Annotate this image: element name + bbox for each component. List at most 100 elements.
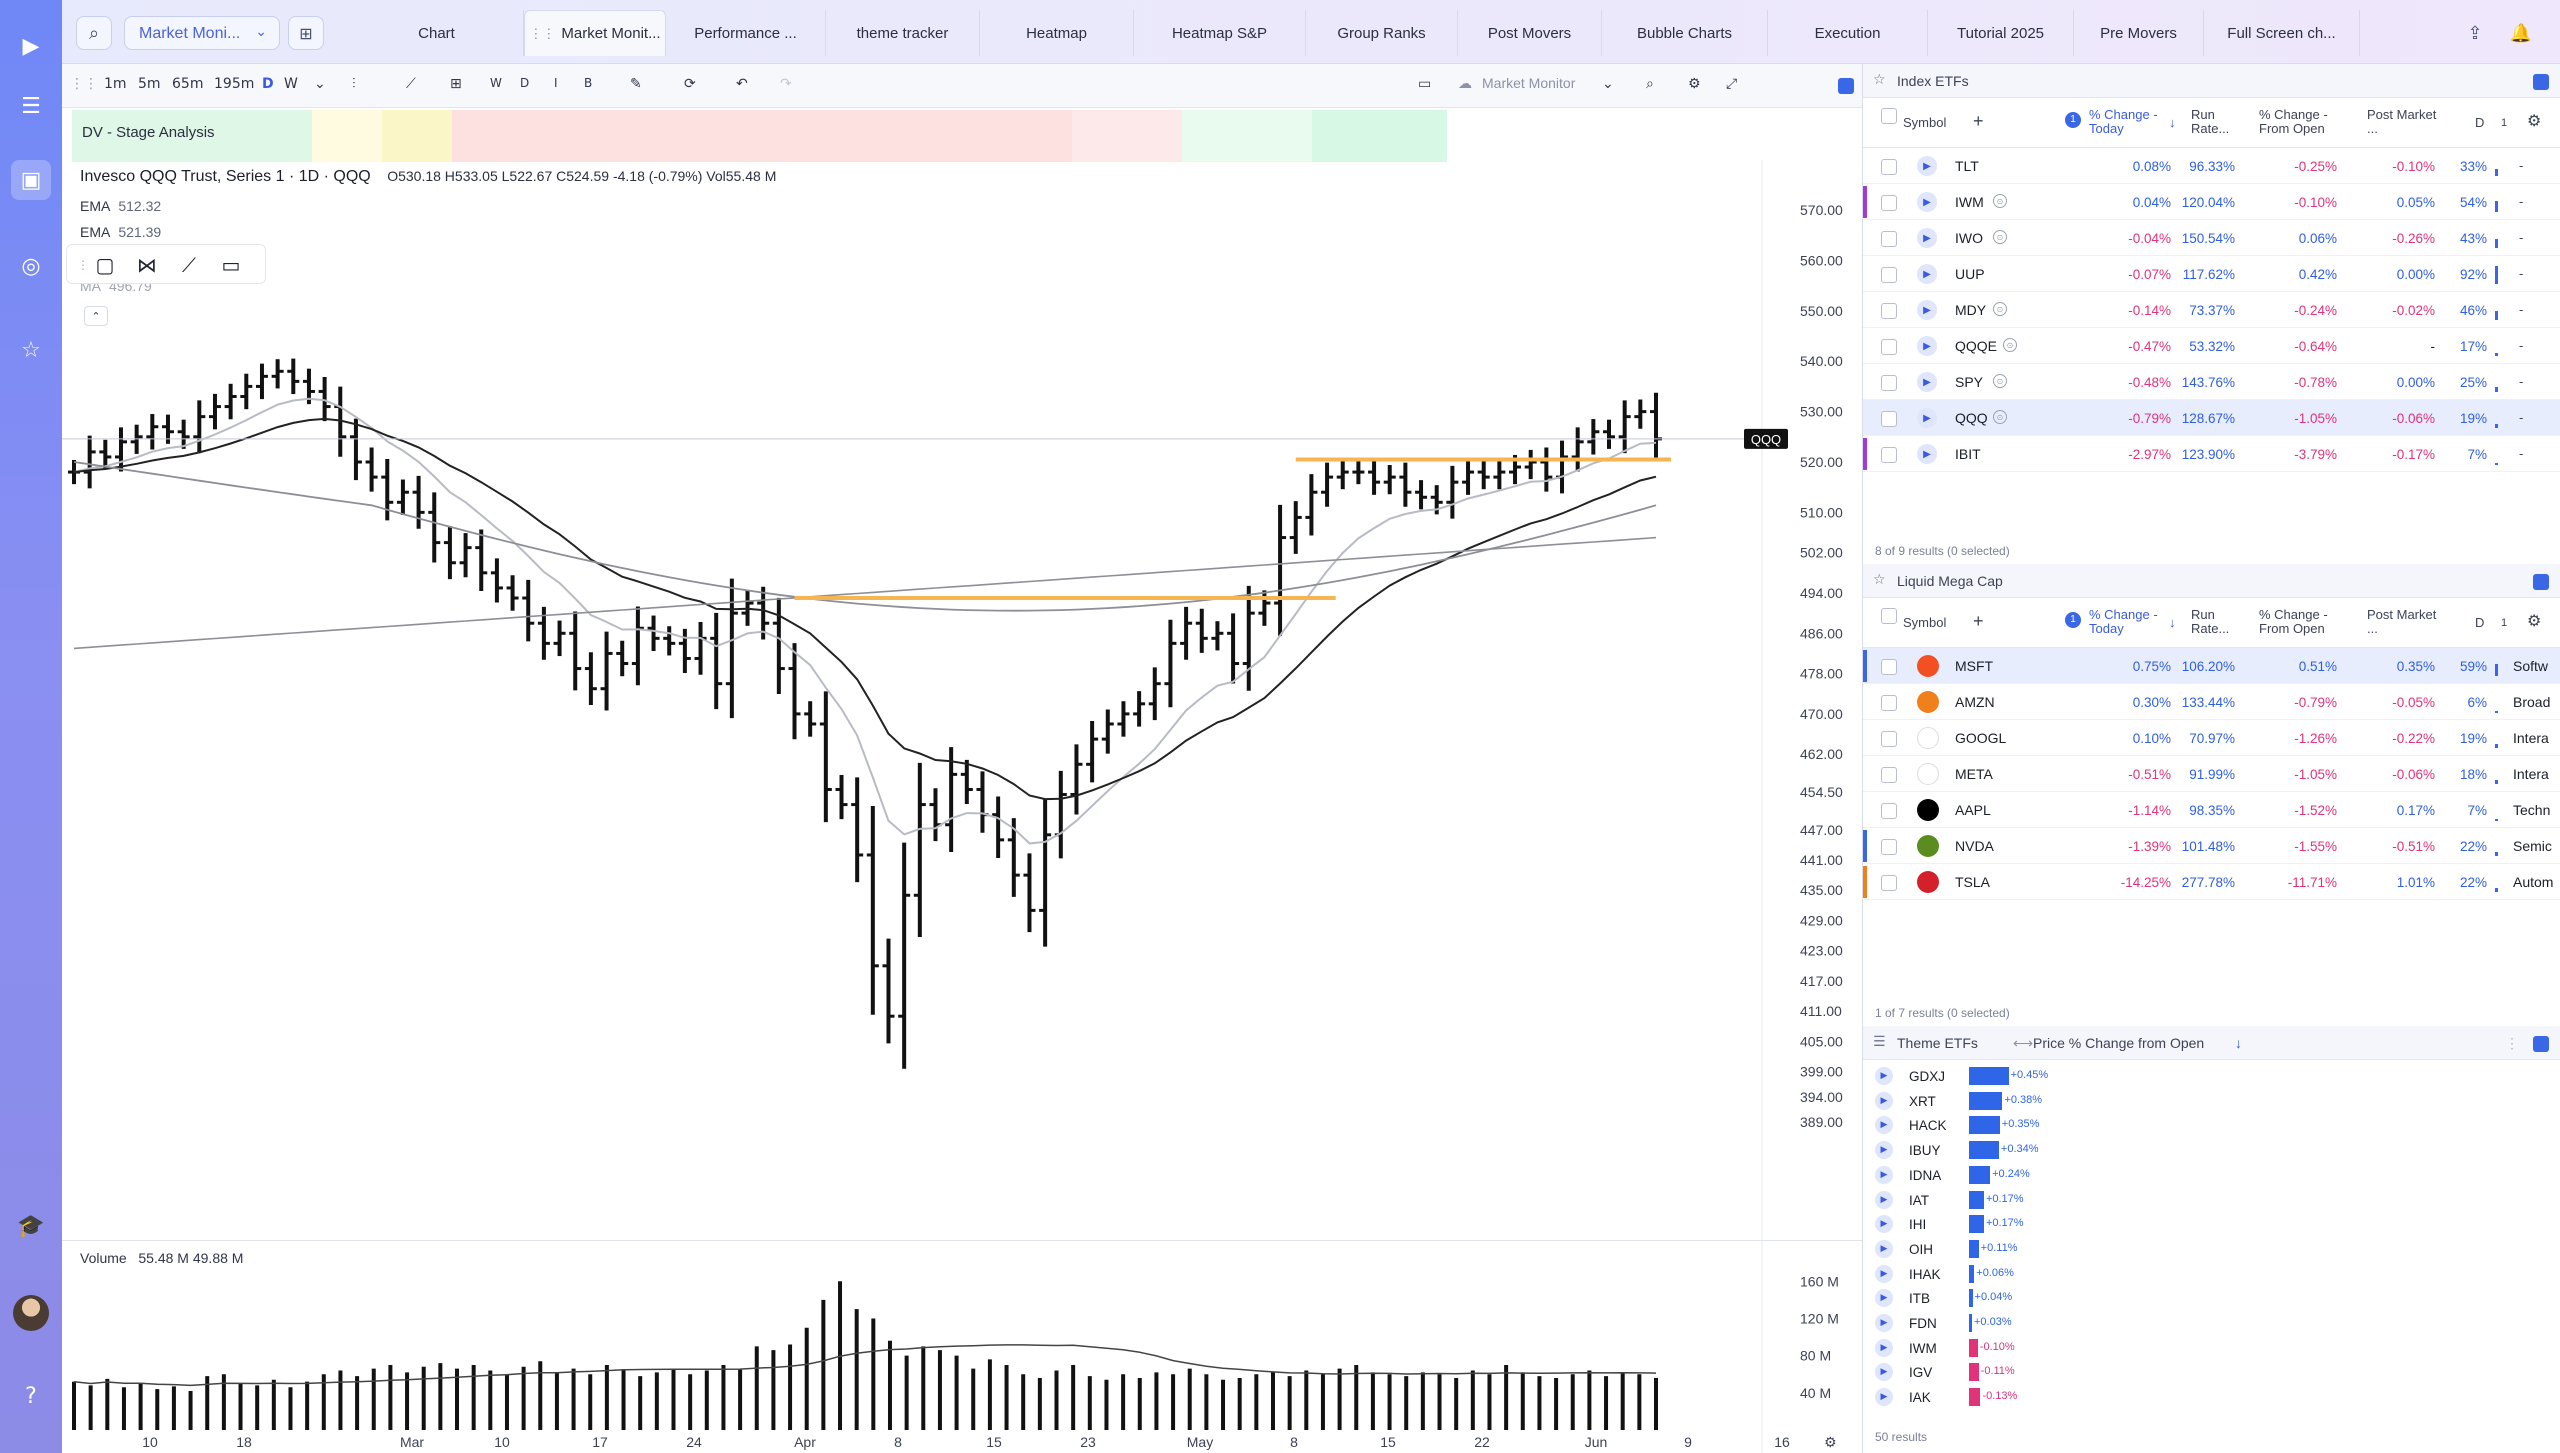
row-checkbox[interactable] bbox=[1881, 659, 1897, 675]
redo-icon[interactable]: ↷ bbox=[780, 76, 792, 92]
watchlist-row[interactable]: ▶ IWM ⊙ 0.04% 120.04% -0.10% 0.05% 54% - bbox=[1863, 184, 2560, 220]
period-d[interactable]: D bbox=[520, 76, 530, 90]
indicators-icon[interactable]: ⟋ bbox=[406, 76, 416, 92]
play-icon[interactable]: ▶ bbox=[1917, 192, 1937, 212]
play-icon[interactable]: ▶ bbox=[1875, 1165, 1893, 1184]
play-icon[interactable]: ▶ bbox=[1917, 228, 1937, 248]
menu-icon[interactable]: ☰ bbox=[21, 93, 41, 119]
watchlist-row[interactable]: ▶ QQQ ⊙ -0.79% 128.67% -1.05% -0.06% 19% - bbox=[1863, 400, 2560, 436]
play-icon[interactable]: ▶ bbox=[1875, 1314, 1893, 1332]
refresh-icon[interactable]: ⟳ bbox=[684, 76, 696, 92]
row-checkbox[interactable] bbox=[1881, 339, 1897, 355]
watchlist-row[interactable]: ▶ IBIT -2.97% 123.90% -3.79% -0.17% 7% - bbox=[1863, 436, 2560, 472]
tab-post-movers[interactable]: Post Movers bbox=[1458, 10, 1602, 56]
row-checkbox[interactable] bbox=[1881, 839, 1897, 855]
interval-5m[interactable]: 5m bbox=[138, 76, 161, 92]
search-icon[interactable]: ⌕ bbox=[76, 16, 112, 50]
row-checkbox[interactable] bbox=[1881, 767, 1897, 783]
play-icon[interactable]: ▶ bbox=[1917, 336, 1937, 356]
play-icon[interactable]: ▶ bbox=[1875, 1388, 1893, 1407]
play-icon[interactable]: ▶ bbox=[1875, 1239, 1893, 1258]
tab-performance[interactable]: Performance ... bbox=[666, 10, 826, 56]
watchlist-header-mega[interactable]: ☆ Liquid Mega Cap bbox=[1863, 564, 2560, 598]
column-symbol[interactable]: Symbol bbox=[1903, 115, 1947, 130]
column-post-market[interactable]: Post Market ... bbox=[2367, 107, 2437, 136]
theme-etf-row[interactable]: ▶ GDXJ +0.45% bbox=[1863, 1064, 2560, 1089]
link-color-square[interactable] bbox=[1838, 78, 1854, 94]
star-icon[interactable]: ☆ bbox=[1873, 572, 1886, 588]
theme-etf-row[interactable]: ▶ ITB +0.04% bbox=[1863, 1286, 2560, 1311]
candle-type-icon[interactable]: ⫶ bbox=[352, 76, 356, 92]
column-change-open[interactable]: % Change - From Open bbox=[2259, 107, 2328, 136]
layout-select[interactable]: Market Moni... ⌄ bbox=[124, 16, 280, 50]
play-icon[interactable]: ▶ bbox=[1917, 156, 1937, 176]
layout-icon[interactable]: ▣ bbox=[11, 160, 51, 200]
tab-heatmap-s-p[interactable]: Heatmap S&P bbox=[1134, 10, 1306, 56]
column-d[interactable]: D bbox=[2475, 615, 2485, 630]
tab-heatmap[interactable]: Heatmap bbox=[980, 10, 1134, 56]
watchlist-row[interactable]: ▶ TLT 0.08% 96.33% -0.25% -0.10% 33% - bbox=[1863, 148, 2560, 184]
sort-desc-icon[interactable]: ↓ bbox=[2169, 115, 2176, 130]
link-color-square[interactable] bbox=[2533, 574, 2549, 590]
link-color-square[interactable] bbox=[2533, 74, 2549, 90]
tab-tutorial-2025[interactable]: Tutorial 2025 bbox=[1928, 10, 2074, 56]
play-icon[interactable]: ▶ bbox=[1875, 1116, 1893, 1135]
watchlist-row[interactable]: META -0.51% 91.99% -1.05% -0.06% 18% Intera bbox=[1863, 756, 2560, 792]
column-run-rate[interactable]: Run Rate... bbox=[2191, 107, 2230, 136]
play-icon[interactable]: ▶ bbox=[1875, 1363, 1893, 1382]
play-icon[interactable]: ▶ bbox=[1875, 1264, 1893, 1283]
add-column-icon[interactable]: + bbox=[1973, 611, 1984, 631]
play-icon[interactable]: ▶ bbox=[1917, 444, 1937, 464]
row-checkbox[interactable] bbox=[1881, 267, 1897, 283]
templates-icon[interactable]: ⊞ bbox=[450, 76, 462, 92]
gear-icon[interactable]: ⚙ bbox=[2527, 111, 2542, 130]
row-checkbox[interactable] bbox=[1881, 159, 1897, 175]
interval-1m[interactable]: 1m bbox=[104, 76, 127, 92]
theme-etf-row[interactable]: ▶ IAK -0.13% bbox=[1863, 1385, 2560, 1410]
row-checkbox[interactable] bbox=[1881, 231, 1897, 247]
gear-icon[interactable]: ⚙ bbox=[2527, 611, 2542, 630]
rectangle-tool-icon[interactable]: ▢ bbox=[95, 253, 115, 277]
play-icon[interactable]: ▶ bbox=[1917, 264, 1937, 284]
comment-tool-icon[interactable]: ▭ bbox=[221, 253, 241, 277]
collapse-legend-button[interactable]: ⌃ bbox=[84, 306, 108, 326]
column-change-open[interactable]: % Change - From Open bbox=[2259, 607, 2328, 636]
watchlist-row[interactable]: NVDA -1.39% 101.48% -1.55% -0.51% 22% Semic bbox=[1863, 828, 2560, 864]
tab-bubble-charts[interactable]: Bubble Charts bbox=[1602, 10, 1768, 56]
watchlist-row[interactable]: ▶ MDY ⊙ -0.14% 73.37% -0.24% -0.02% 46% - bbox=[1863, 292, 2560, 328]
column-run-rate[interactable]: Run Rate... bbox=[2191, 607, 2230, 636]
watchlist-row[interactable]: ▶ SPY ⊙ -0.48% 143.76% -0.78% 0.00% 25% - bbox=[1863, 364, 2560, 400]
chevron-down-icon[interactable]: ⌄ bbox=[314, 76, 326, 92]
select-all-checkbox[interactable] bbox=[1881, 608, 1897, 624]
select-all-checkbox[interactable] bbox=[1881, 108, 1897, 124]
tab-execution[interactable]: Execution bbox=[1768, 10, 1928, 56]
play-icon[interactable]: ▶ bbox=[1917, 372, 1937, 392]
row-checkbox[interactable] bbox=[1881, 411, 1897, 427]
row-checkbox[interactable] bbox=[1881, 447, 1897, 463]
learn-icon[interactable]: 🎓 bbox=[17, 1213, 45, 1239]
link-color-square[interactable] bbox=[2533, 1036, 2549, 1052]
gear-icon[interactable]: ⚙ bbox=[1688, 76, 1701, 92]
row-checkbox[interactable] bbox=[1881, 195, 1897, 211]
play-icon[interactable]: ▶ bbox=[1875, 1091, 1893, 1110]
theme-etf-row[interactable]: ▶ IBUY +0.34% bbox=[1863, 1138, 2560, 1163]
interval-w[interactable]: W bbox=[284, 76, 298, 92]
theme-etf-row[interactable]: ▶ FDN +0.03% bbox=[1863, 1311, 2560, 1336]
tab-group-ranks[interactable]: Group Ranks bbox=[1306, 10, 1458, 56]
column-change-today[interactable]: % Change - Today bbox=[2089, 107, 2158, 136]
watchlist-row[interactable]: ▶ IWO ⊙ -0.04% 150.54% 0.06% -0.26% 43% - bbox=[1863, 220, 2560, 256]
indicator-ema-2[interactable]: EMA 521.39 bbox=[80, 224, 161, 240]
theme-etfs-header[interactable]: ☰ Theme ETFs ⟷ Price % Change from Open … bbox=[1863, 1026, 2560, 1060]
radar-icon[interactable]: ◎ bbox=[21, 253, 41, 279]
theme-etf-row[interactable]: ▶ HACK +0.35% bbox=[1863, 1113, 2560, 1138]
star-icon[interactable]: ☆ bbox=[21, 337, 41, 363]
column-change-today[interactable]: % Change - Today bbox=[2089, 607, 2158, 636]
watchlist-row[interactable]: TSLA -14.25% 277.78% -11.71% 1.01% 22% Autom bbox=[1863, 864, 2560, 900]
column-symbol[interactable]: Symbol bbox=[1903, 615, 1947, 630]
drag-grip-icon[interactable]: ⋮⋮ bbox=[529, 25, 556, 41]
theme-etf-row[interactable]: ▶ IHI +0.17% bbox=[1863, 1212, 2560, 1237]
theme-etf-row[interactable]: ▶ XRT +0.38% bbox=[1863, 1089, 2560, 1114]
theme-etf-row[interactable]: ▶ IGV -0.11% bbox=[1863, 1360, 2560, 1385]
indicator-ema-1[interactable]: EMA 512.32 bbox=[80, 198, 161, 214]
tab-pre-movers[interactable]: Pre Movers bbox=[2074, 10, 2204, 56]
